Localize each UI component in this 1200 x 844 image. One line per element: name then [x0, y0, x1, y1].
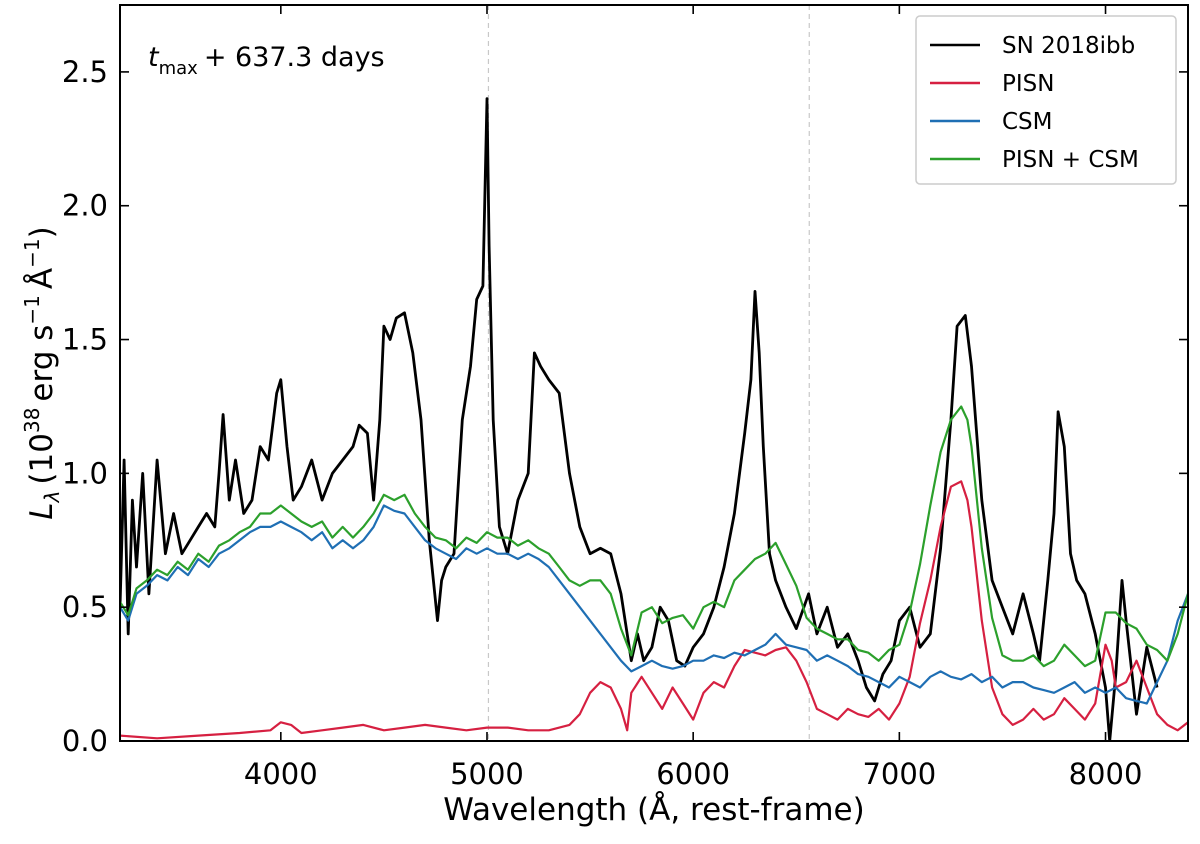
y-label-exp2: −1	[20, 295, 44, 324]
y-tick-label: 0.5	[62, 590, 108, 624]
annotation-subscript: max	[159, 58, 199, 79]
y-tick-label: 1.0	[62, 456, 108, 490]
y-label-symbol: L	[24, 502, 60, 519]
series-line-csm	[120, 504, 1188, 705]
y-label-unit2: Å	[24, 268, 60, 289]
x-tick-label: 6000	[656, 757, 730, 791]
x-tick-label: 8000	[1069, 757, 1143, 791]
legend-label: PISN	[1002, 71, 1054, 97]
legend-label: PISN + CSM	[1002, 147, 1139, 173]
x-tick-label: 7000	[862, 757, 936, 791]
y-tick-label: 0.0	[62, 724, 108, 758]
series-lines	[120, 97, 1188, 741]
legend-box	[915, 15, 1177, 185]
plot-frame	[119, 4, 1189, 742]
y-label-unit: erg s	[24, 325, 60, 402]
annotation-symbol: t	[148, 42, 160, 73]
x-tick-label: 5000	[450, 757, 524, 791]
y-tick-label: 2.0	[62, 189, 108, 223]
series-line-pisn-csm	[120, 405, 1188, 668]
y-label-exp3: −1	[20, 238, 44, 267]
series-line-pisn	[120, 480, 1188, 740]
legend-label: CSM	[1002, 109, 1053, 135]
legend-label: SN 2018ibb	[1002, 33, 1135, 59]
y-label-symbol-sub: λ	[40, 491, 64, 504]
annotation-text: + 637.3 days	[204, 42, 385, 73]
x-axis-label: Wavelength (Å, rest-frame)	[443, 792, 864, 828]
time-annotation: tmax + 637.3 days	[148, 42, 385, 79]
axis-ticks: 4000 5000 6000 7000 8000 0.0 0.5 1.0 1.5 2.0 2.5	[62, 5, 1188, 791]
y-tick-label: 1.5	[62, 323, 108, 357]
y-axis-label: Lλ(1038erg s−1Å−1)	[20, 226, 64, 519]
y-label-open: (10	[24, 433, 60, 485]
legend: SN 2018ibb PISN CSM PISN + CSM	[915, 15, 1177, 185]
y-label-close: )	[24, 226, 60, 238]
x-tick-label: 4000	[244, 757, 318, 791]
y-label-exp: 38	[20, 408, 44, 433]
series-line-sn-2018ibb	[120, 97, 1159, 741]
reference-lines	[487, 5, 810, 741]
y-tick-label: 2.5	[62, 55, 108, 89]
